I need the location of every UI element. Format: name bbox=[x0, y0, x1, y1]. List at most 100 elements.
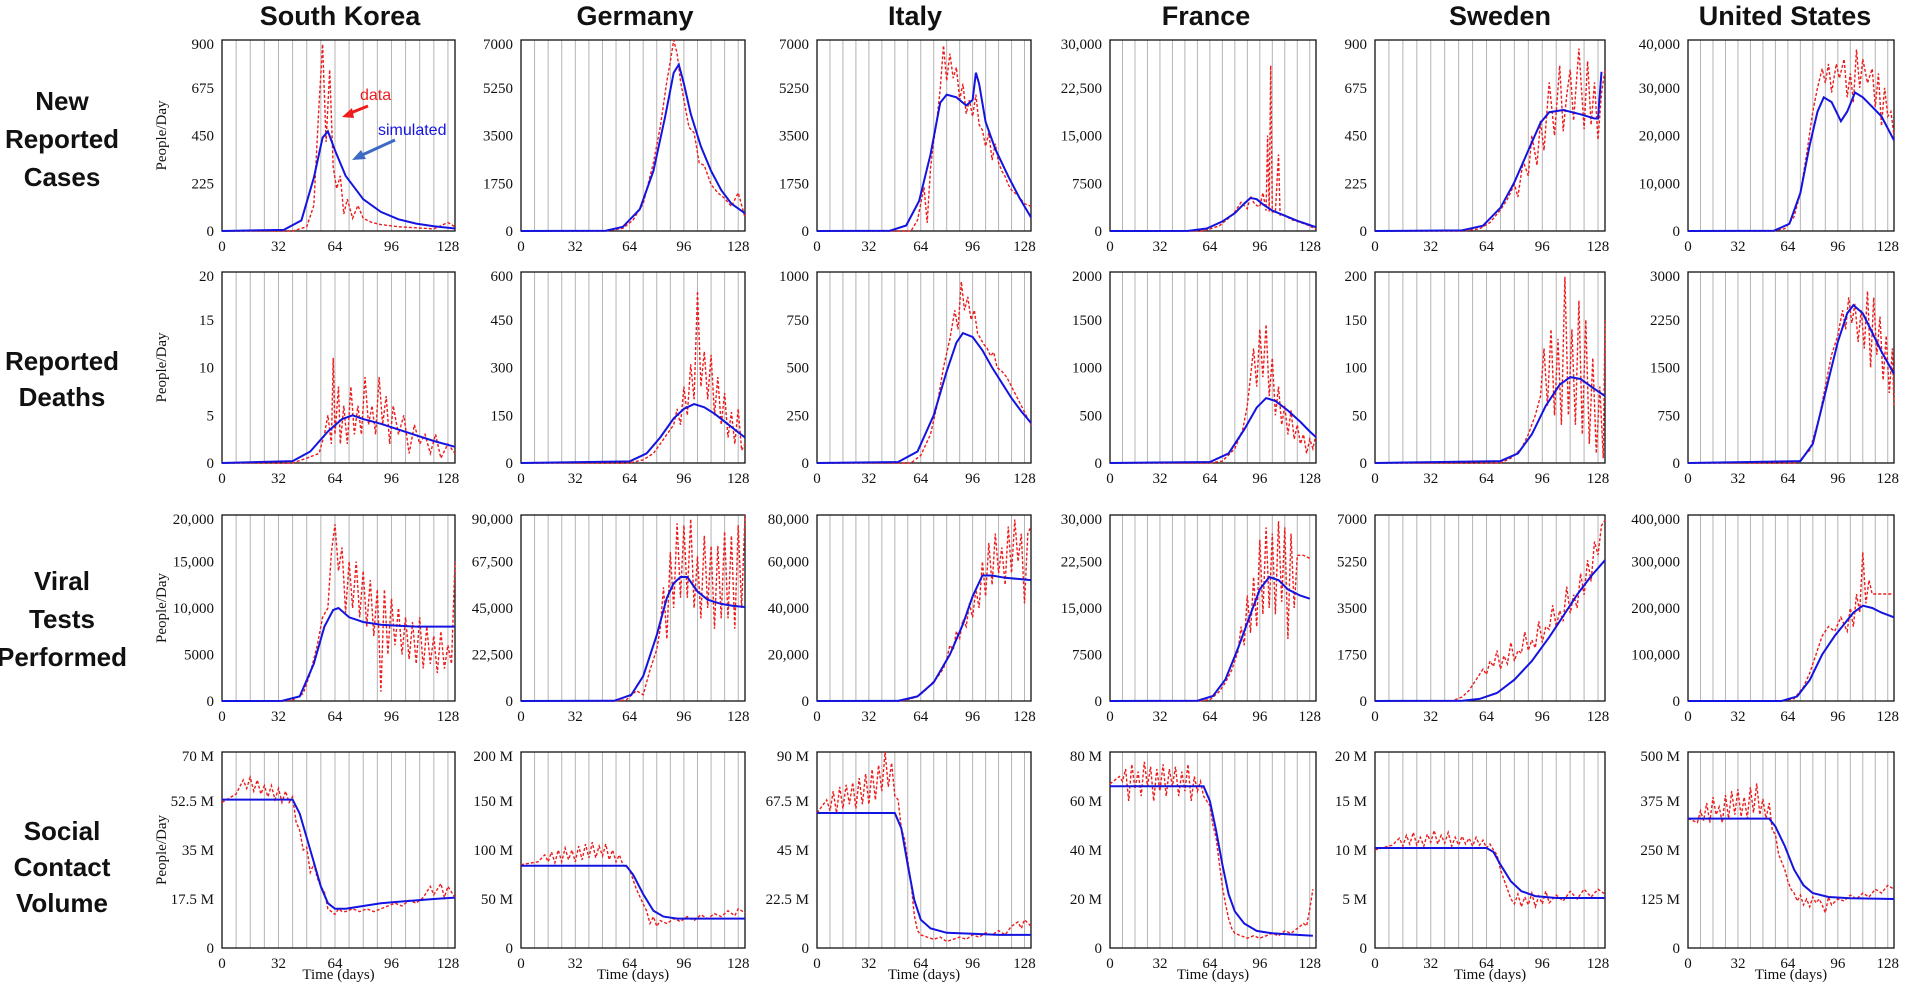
plot-frame bbox=[1109, 514, 1317, 702]
y-tick-label: 50 bbox=[1352, 408, 1367, 424]
x-tick-label: 64 bbox=[913, 956, 929, 972]
y-axis-label: People/Day bbox=[154, 573, 170, 643]
panel-france-0: 30,000 22,500 15,000 7500 00 32 64 96 128 bbox=[1061, 37, 1321, 255]
y-tick-label: 40,000 bbox=[1639, 37, 1680, 53]
row-title-0-1: Reported bbox=[5, 124, 119, 154]
y-tick-label: 20,000 bbox=[1639, 129, 1680, 145]
y-tick-label: 0 bbox=[1095, 694, 1103, 710]
y-tick-label: 100 M bbox=[473, 843, 513, 859]
x-tick-label: 128 bbox=[727, 471, 750, 487]
series-simulated-line bbox=[816, 331, 1032, 464]
y-tick-label: 100 bbox=[1345, 361, 1368, 377]
y-tick-label: 15 M bbox=[1335, 794, 1367, 810]
x-tick-label: 0 bbox=[1684, 471, 1692, 487]
y-tick-label: 375 M bbox=[1640, 794, 1680, 810]
x-tick-label: 0 bbox=[813, 709, 821, 725]
y-tick-label: 500 bbox=[787, 361, 810, 377]
x-tick-label: 96 bbox=[1252, 709, 1268, 725]
y-tick-label: 1000 bbox=[1072, 361, 1102, 377]
column-title-2: Italy bbox=[888, 1, 942, 31]
y-tick-label: 450 bbox=[1345, 129, 1368, 145]
series-simulated-line bbox=[520, 62, 746, 232]
y-tick-label: 225 bbox=[1345, 176, 1368, 192]
y-tick-label: 0 bbox=[1360, 224, 1368, 240]
x-tick-label: 0 bbox=[1684, 956, 1692, 972]
row-title-2-0: Viral bbox=[34, 566, 90, 596]
y-tick-label: 7500 bbox=[1072, 176, 1102, 192]
series-simulated-line bbox=[1109, 396, 1317, 464]
x-axis-label: Time (days) bbox=[1755, 967, 1827, 983]
y-tick-label: 67.5 M bbox=[766, 794, 809, 810]
y-tick-label: 17.5 M bbox=[171, 892, 214, 908]
y-tick-label: 300 bbox=[491, 361, 514, 377]
x-tick-label: 96 bbox=[1252, 956, 1268, 972]
panel-sweden-1: 200 150 100 50 00 32 64 96 128 bbox=[1345, 269, 1610, 487]
panel-italy-1: 1000 750 500 250 00 32 64 96 128 bbox=[779, 269, 1036, 487]
row-title-3-1: Contact bbox=[14, 852, 111, 882]
series-simulated-line bbox=[1374, 71, 1603, 232]
y-tick-label: 15,000 bbox=[1061, 601, 1102, 617]
y-tick-label: 1500 bbox=[1072, 313, 1102, 329]
plot-frame bbox=[1374, 39, 1606, 232]
x-tick-label: 128 bbox=[1877, 709, 1900, 725]
x-tick-label: 64 bbox=[1479, 471, 1495, 487]
y-tick-label: 1750 bbox=[779, 176, 809, 192]
x-tick-label: 0 bbox=[1371, 709, 1379, 725]
y-tick-label: 0 bbox=[1673, 694, 1681, 710]
column-title-0: South Korea bbox=[260, 1, 421, 31]
x-tick-label: 128 bbox=[1587, 709, 1610, 725]
panel-united-states-3: 500 M 375 M 250 M 125 M 00 32 64 96 128 Time (day… bbox=[1640, 749, 1899, 983]
x-tick-label: 96 bbox=[1830, 956, 1846, 972]
y-tick-label: 300,000 bbox=[1631, 555, 1680, 571]
y-tick-label: 0 bbox=[1360, 456, 1368, 472]
series-simulated-line bbox=[1109, 575, 1311, 702]
y-tick-label: 5250 bbox=[779, 81, 809, 97]
series-data-line bbox=[1109, 761, 1314, 939]
x-tick-label: 64 bbox=[1479, 956, 1495, 972]
column-title-3: France bbox=[1162, 1, 1251, 31]
y-tick-label: 7000 bbox=[483, 37, 513, 53]
x-tick-label: 96 bbox=[676, 709, 692, 725]
y-tick-label: 900 bbox=[1345, 37, 1368, 53]
series-data-line bbox=[1688, 291, 1895, 464]
x-tick-label: 32 bbox=[1423, 709, 1438, 725]
y-tick-label: 7000 bbox=[1337, 512, 1367, 528]
series-simulated-line bbox=[817, 812, 1031, 936]
y-tick-label: 675 bbox=[1345, 81, 1368, 97]
panel-south-korea-3: 70 M 52.5 M 35 M 17.5 M 00 32 64 96 128 People/Da… bbox=[154, 749, 459, 983]
y-tick-label: 90 M bbox=[777, 749, 809, 765]
y-tick-label: 90,000 bbox=[472, 512, 513, 528]
y-tick-label: 3000 bbox=[1650, 269, 1680, 285]
y-tick-label: 0 bbox=[1673, 941, 1681, 957]
x-tick-label: 96 bbox=[676, 239, 692, 255]
y-tick-label: 250 M bbox=[1640, 843, 1680, 859]
x-tick-label: 128 bbox=[1877, 239, 1900, 255]
x-tick-label: 64 bbox=[327, 239, 343, 255]
plot-frame bbox=[816, 751, 1032, 949]
series-simulated-line bbox=[1109, 196, 1317, 232]
y-tick-label: 0 bbox=[1673, 224, 1681, 240]
y-tick-label: 3500 bbox=[483, 129, 513, 145]
x-tick-label: 0 bbox=[813, 471, 821, 487]
x-tick-label: 96 bbox=[1830, 709, 1846, 725]
y-tick-label: 22,500 bbox=[1061, 81, 1102, 97]
x-tick-label: 0 bbox=[1371, 956, 1379, 972]
y-tick-label: 500 M bbox=[1640, 749, 1680, 765]
row-title-3-0: Social bbox=[24, 816, 101, 846]
y-tick-label: 0 bbox=[506, 694, 514, 710]
x-tick-label: 0 bbox=[1371, 239, 1379, 255]
x-tick-label: 32 bbox=[568, 471, 583, 487]
x-tick-label: 32 bbox=[1730, 956, 1745, 972]
y-tick-label: 70 M bbox=[182, 749, 214, 765]
x-tick-label: 96 bbox=[965, 239, 981, 255]
series-data-line bbox=[1110, 521, 1311, 702]
x-tick-label: 32 bbox=[1152, 956, 1167, 972]
x-tick-label: 64 bbox=[1202, 709, 1218, 725]
plot-frame bbox=[221, 271, 456, 464]
y-tick-label: 1750 bbox=[1337, 648, 1367, 664]
x-tick-label: 32 bbox=[271, 471, 286, 487]
panel-germany-1: 600 450 300 150 00 32 64 96 128 bbox=[491, 269, 750, 487]
y-tick-label: 0 bbox=[1095, 224, 1103, 240]
x-tick-label: 32 bbox=[1152, 471, 1167, 487]
y-tick-label: 900 bbox=[192, 37, 215, 53]
